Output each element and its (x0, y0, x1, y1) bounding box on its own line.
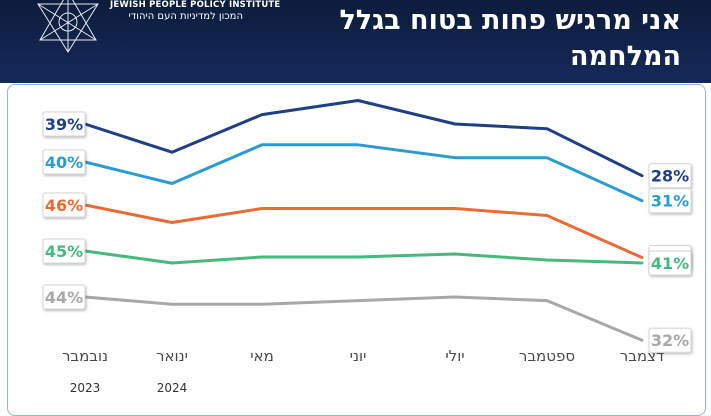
x-tick-label: דצמבר (620, 347, 664, 365)
series-line-1 (85, 145, 642, 201)
x-tick-label: יולי (445, 347, 464, 365)
x-tick-label: מאי (250, 347, 274, 365)
start-value-label: 45% (45, 242, 83, 261)
year-label: 2023 (70, 381, 101, 395)
start-value-label: 40% (45, 153, 83, 172)
start-value-label: 39% (45, 115, 83, 134)
series-line-3 (85, 251, 642, 263)
x-tick-label: יוני (350, 347, 367, 365)
start-value-label: 44% (45, 288, 83, 307)
x-tick-label: ספטמבר (519, 347, 575, 365)
x-tick-label: נובמבר (62, 347, 108, 365)
series-line-2 (85, 205, 642, 258)
line-chart: 39%28%40%31%46%31%45%41%44%32%נובמברינוא… (0, 0, 711, 400)
year-label: 2024 (157, 381, 188, 395)
end-value-label: 41% (651, 254, 689, 273)
x-tick-label: ינואר (156, 347, 188, 365)
series-line-4 (85, 297, 642, 340)
end-value-label: 31% (651, 192, 689, 211)
end-value-label: 28% (651, 167, 689, 186)
start-value-label: 46% (45, 196, 83, 215)
